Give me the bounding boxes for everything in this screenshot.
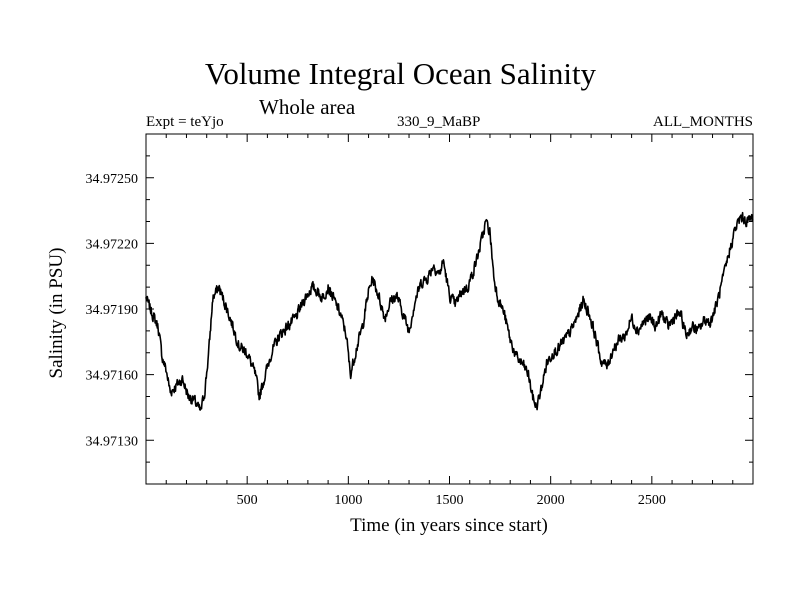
x-tick-label: 500 [237,493,258,508]
x-tick-label: 1500 [436,493,464,508]
y-tick-label: 34.97250 [86,172,139,187]
x-tick-label: 2500 [638,493,666,508]
months-label: ALL_MONTHS [653,114,753,130]
x-tick-label: 2000 [537,493,565,508]
x-tick-label: 1000 [334,493,362,508]
y-tick-label: 34.97130 [86,434,139,449]
y-tick-label: 34.97160 [86,369,139,384]
y-tick-label: 34.97190 [86,303,139,318]
experiment-label: Expt = teYjo [146,114,224,130]
y-tick-label: 34.97220 [86,237,139,252]
chart-title: Volume Integral Ocean Salinity [204,56,597,91]
plot-frame [145,133,754,485]
series-line-salinity [145,211,754,411]
chart-subtitle: Whole area [259,95,356,119]
period-label: 330_9_MaBP [397,114,481,130]
x-axis-label: Time (in years since start) [350,515,548,536]
y-axis-label: Salinity (in PSU) [46,248,67,379]
chart-marks: 500 1000 1500 2000 2500 34.97130 34.97160 34.97… [86,133,754,508]
